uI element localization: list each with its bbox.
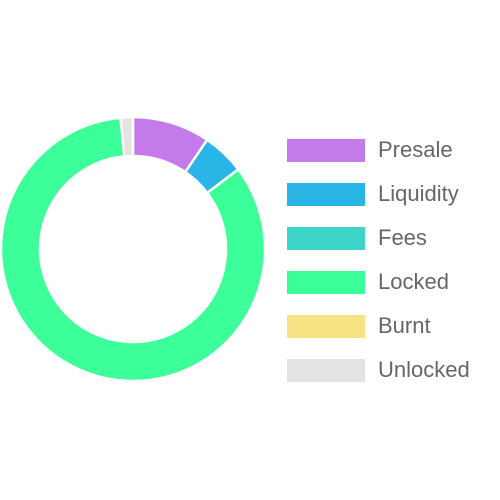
legend-label-burnt: Burnt: [378, 313, 431, 338]
legend-label-locked: Locked: [378, 269, 449, 294]
chart-legend: Presale Liquidity Fees Locked Burnt Unlo…: [287, 128, 470, 392]
legend-item-locked[interactable]: Locked: [287, 260, 470, 304]
legend-swatch-burnt: [287, 314, 365, 338]
legend-label-unlocked: Unlocked: [378, 357, 470, 382]
legend-item-presale[interactable]: Presale: [287, 128, 470, 172]
legend-swatch-presale: [287, 138, 365, 162]
legend-item-liquidity[interactable]: Liquidity: [287, 172, 470, 216]
slice-unlocked[interactable]: [119, 115, 135, 158]
legend-item-fees[interactable]: Fees: [287, 216, 470, 260]
legend-label-liquidity: Liquidity: [378, 181, 459, 206]
legend-swatch-fees: [287, 226, 365, 250]
legend-swatch-liquidity: [287, 182, 365, 206]
legend-item-unlocked[interactable]: Unlocked: [287, 348, 470, 392]
legend-swatch-locked: [287, 270, 365, 294]
slice-locked[interactable]: [0, 116, 267, 383]
legend-label-presale: Presale: [378, 137, 453, 162]
legend-swatch-unlocked: [287, 358, 365, 382]
legend-label-fees: Fees: [378, 225, 427, 250]
legend-item-burnt[interactable]: Burnt: [287, 304, 470, 348]
